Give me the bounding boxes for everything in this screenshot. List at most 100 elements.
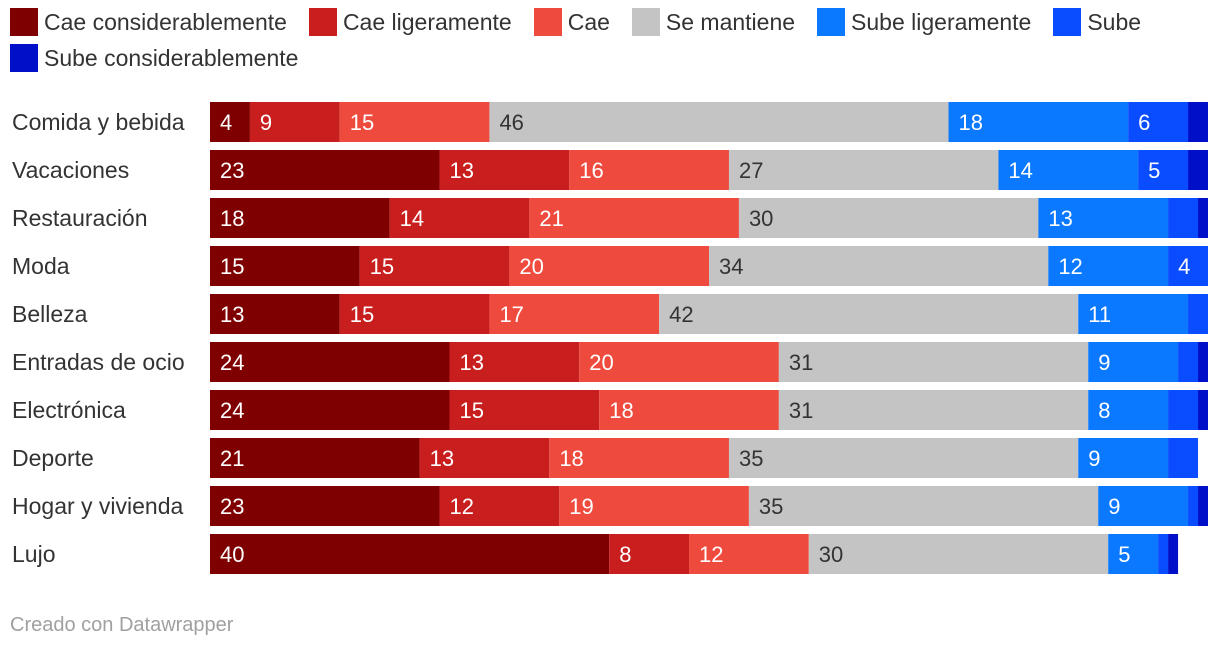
data-label: 31 <box>789 350 813 375</box>
bar-segment[interactable] <box>210 102 250 142</box>
bar-segment[interactable] <box>559 486 749 526</box>
legend-item[interactable]: Sube <box>1053 8 1141 36</box>
bar-segment[interactable] <box>738 198 1039 238</box>
bar-segment[interactable] <box>1168 390 1199 430</box>
bar-segment[interactable] <box>1188 102 1208 142</box>
bar-segment[interactable] <box>529 198 739 238</box>
bar-segment[interactable] <box>210 534 610 574</box>
bar-segment[interactable] <box>1198 342 1208 382</box>
bar-segment[interactable] <box>1178 342 1199 382</box>
data-label: 5 <box>1118 542 1130 567</box>
data-label: 9 <box>260 110 272 135</box>
bar-segment[interactable] <box>609 534 690 574</box>
bar-segment[interactable] <box>1078 294 1189 334</box>
bar-segment[interactable] <box>599 390 779 430</box>
bar-segment[interactable] <box>728 150 999 190</box>
bar-segment[interactable] <box>389 198 530 238</box>
bar-segment[interactable] <box>489 102 949 142</box>
bar-segment[interactable] <box>339 102 490 142</box>
bar-segment[interactable] <box>569 150 729 190</box>
footer-credit[interactable]: Creado con Datawrapper <box>10 614 234 636</box>
bar-segment[interactable] <box>1098 486 1189 526</box>
legend-item[interactable]: Sube considerablemente <box>10 44 298 72</box>
bar-segment[interactable] <box>210 246 360 286</box>
legend-item[interactable]: Cae <box>533 8 610 36</box>
bar-segment[interactable] <box>210 390 450 430</box>
bar-segment[interactable] <box>1138 150 1189 190</box>
category-label: Hogar y vivienda <box>12 493 184 519</box>
bar-segment[interactable] <box>419 438 550 478</box>
bar-segment[interactable] <box>1078 438 1169 478</box>
bar-segment[interactable] <box>1168 534 1179 574</box>
bar-segment[interactable] <box>210 438 420 478</box>
bar-segment[interactable] <box>1168 438 1199 478</box>
bar-segment[interactable] <box>210 342 450 382</box>
bar-segment[interactable] <box>439 150 570 190</box>
bar-segment[interactable] <box>709 246 1049 286</box>
bar-segment[interactable] <box>489 294 660 334</box>
bar-segment[interactable] <box>509 246 709 286</box>
bar-segment[interactable] <box>1198 390 1208 430</box>
bar-segment[interactable] <box>449 390 600 430</box>
bar-segment[interactable] <box>998 150 1139 190</box>
data-label: 5 <box>1148 158 1160 183</box>
bar-segment[interactable] <box>728 438 1079 478</box>
bar-segment[interactable] <box>1048 246 1169 286</box>
bar-segment[interactable] <box>1088 390 1169 430</box>
data-label: 18 <box>220 206 244 231</box>
bar-segment[interactable] <box>210 294 340 334</box>
category-label: Electrónica <box>12 397 126 423</box>
data-label: 18 <box>559 446 583 471</box>
bar-segment[interactable] <box>359 246 510 286</box>
bar-segment[interactable] <box>778 390 1089 430</box>
bar-segment[interactable] <box>210 150 440 190</box>
data-label: 15 <box>460 398 484 423</box>
category-label: Comida y bebida <box>12 109 185 135</box>
bar-segment[interactable] <box>249 102 340 142</box>
bar-segment[interactable] <box>1188 294 1208 334</box>
bar-segment[interactable] <box>439 486 560 526</box>
bar-segment[interactable] <box>1088 342 1179 382</box>
data-label: 4 <box>220 110 232 135</box>
category-label: Moda <box>12 253 70 279</box>
legend-item[interactable]: Cae considerablemente <box>10 8 287 36</box>
bar-segment[interactable] <box>1168 246 1208 286</box>
data-label: 24 <box>220 350 244 375</box>
legend-item[interactable]: Se mantiene <box>631 8 795 36</box>
bar-segment[interactable] <box>210 486 440 526</box>
bar-segment[interactable] <box>339 294 490 334</box>
legend-label: Cae considerablemente <box>44 8 287 35</box>
bar-segment[interactable] <box>1158 534 1169 574</box>
data-label: 15 <box>220 254 244 279</box>
legend-swatch <box>10 8 38 36</box>
data-label: 20 <box>589 350 613 375</box>
bar-segment[interactable] <box>549 438 729 478</box>
bar-segment[interactable] <box>210 198 390 238</box>
bar-segment[interactable] <box>1198 198 1208 238</box>
bar-segment[interactable] <box>1188 150 1208 190</box>
bar-segment[interactable] <box>1168 198 1199 238</box>
bar-segment[interactable] <box>1128 102 1189 142</box>
legend-swatch <box>533 8 562 36</box>
bar-segment[interactable] <box>659 294 1079 334</box>
legend-item[interactable]: Cae ligeramente <box>308 8 512 36</box>
bar-segment[interactable] <box>1038 198 1169 238</box>
data-label: 18 <box>959 110 983 135</box>
bar-segment[interactable] <box>948 102 1129 142</box>
data-label: 15 <box>370 254 394 279</box>
bar-segment[interactable] <box>579 342 779 382</box>
bar-segment[interactable] <box>1198 486 1208 526</box>
legend-item[interactable]: Sube ligeramente <box>817 8 1031 36</box>
legend-label: Sube ligeramente <box>851 8 1032 35</box>
bar-segment[interactable] <box>778 342 1089 382</box>
bar-segment[interactable] <box>1188 486 1199 526</box>
data-label: 35 <box>739 446 763 471</box>
data-label: 13 <box>220 302 244 327</box>
legend-swatch <box>817 8 846 36</box>
bar-segment[interactable] <box>449 342 580 382</box>
bar-segment[interactable] <box>689 534 809 574</box>
bar-segment[interactable] <box>808 534 1109 574</box>
category-label: Restauración <box>12 205 148 231</box>
bar-segment[interactable] <box>1108 534 1159 574</box>
bar-segment[interactable] <box>748 486 1099 526</box>
